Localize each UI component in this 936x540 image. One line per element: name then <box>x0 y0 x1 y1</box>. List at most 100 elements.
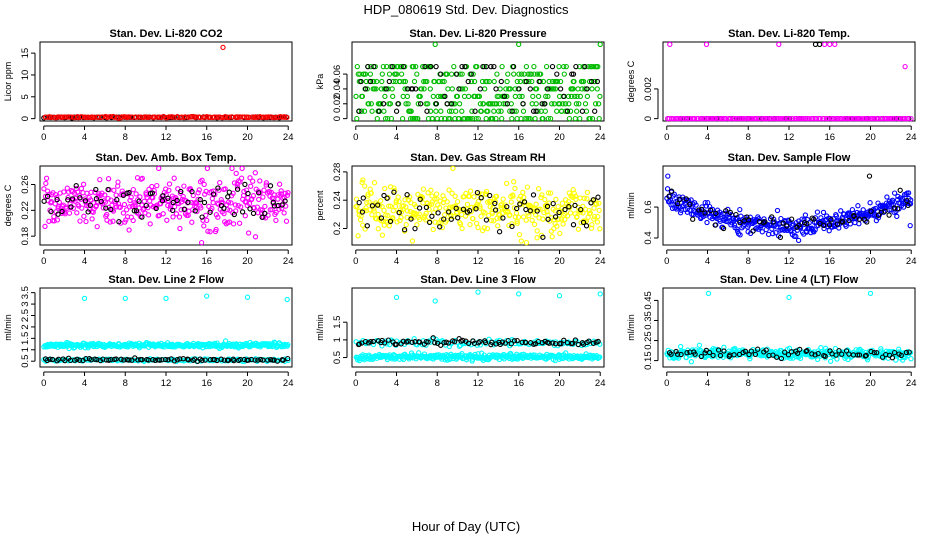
data-point <box>575 341 581 348</box>
data-point <box>510 63 517 70</box>
data-point <box>375 202 381 208</box>
data-point <box>773 230 779 236</box>
data-point <box>518 71 525 77</box>
data-point <box>467 221 473 228</box>
data-point <box>879 354 886 360</box>
data-point <box>526 212 532 219</box>
x-tick-label: 24 <box>283 132 294 143</box>
data-point <box>755 346 761 352</box>
data-point <box>358 108 365 114</box>
data-point <box>48 208 54 215</box>
data-point <box>569 340 576 346</box>
data-point <box>219 114 225 121</box>
data-point <box>565 213 571 219</box>
data-point <box>171 358 178 364</box>
x-axis: 0 4 8 12 16 20 24 <box>41 249 294 267</box>
data-point <box>545 93 551 100</box>
data-point <box>262 210 268 217</box>
x-tick-label: 24 <box>283 256 294 267</box>
data-point <box>734 226 740 232</box>
data-point <box>717 352 724 359</box>
data-point <box>179 114 185 120</box>
data-point <box>276 181 283 187</box>
data-point <box>459 63 465 70</box>
data-point <box>908 356 914 362</box>
data-point <box>62 357 68 364</box>
data-point <box>494 71 500 77</box>
data-point <box>244 294 251 300</box>
data-point <box>477 203 483 209</box>
data-point <box>408 216 414 222</box>
data-point <box>545 190 552 196</box>
data-point <box>413 63 419 70</box>
data-point <box>459 86 466 92</box>
data-point <box>389 63 395 70</box>
data-point <box>520 108 527 114</box>
data-point <box>175 186 181 192</box>
data-point <box>395 63 401 70</box>
data-point <box>482 210 488 216</box>
data-point <box>234 184 241 190</box>
data-point <box>354 115 360 122</box>
data-point <box>448 216 454 222</box>
data-point <box>475 289 481 295</box>
data-point <box>702 210 708 216</box>
data-point <box>396 209 402 216</box>
data-point <box>51 218 57 224</box>
data-point <box>770 219 776 225</box>
data-point <box>589 222 595 228</box>
data-point <box>159 198 166 204</box>
panel-title: Stan. Dev. Line 4 (LT) Flow <box>720 274 859 286</box>
data-point <box>248 183 254 189</box>
data-point <box>367 71 374 77</box>
data-point <box>713 210 719 217</box>
data-point <box>403 222 409 228</box>
data-point <box>409 86 416 92</box>
data-point <box>556 209 562 216</box>
x-tick-label: 16 <box>201 378 212 389</box>
data-point <box>666 193 672 199</box>
data-point <box>778 355 785 362</box>
data-point <box>557 101 563 107</box>
data-point <box>233 170 239 177</box>
data-point <box>457 221 464 227</box>
data-point <box>579 86 585 92</box>
data-point <box>165 195 171 201</box>
data-point <box>201 223 207 229</box>
data-point <box>577 93 584 100</box>
data-point <box>509 115 515 122</box>
data-point <box>165 357 171 363</box>
data-point <box>545 86 551 92</box>
data-point <box>90 209 96 215</box>
data-point <box>384 195 390 201</box>
series-2 <box>356 189 601 240</box>
data-point <box>534 235 540 241</box>
data-point <box>370 338 377 345</box>
data-point <box>826 228 832 234</box>
data-point <box>97 176 103 183</box>
data-point <box>556 293 563 299</box>
data-point <box>579 108 586 114</box>
data-point <box>274 358 281 364</box>
data-point <box>491 63 497 70</box>
data-point <box>532 115 538 122</box>
data-point <box>566 115 573 122</box>
data-point <box>481 225 488 231</box>
data-point <box>512 185 518 192</box>
data-point <box>391 189 397 195</box>
data-point <box>498 78 504 85</box>
data-point <box>371 78 377 85</box>
x-tick-label: 4 <box>394 132 399 143</box>
data-point <box>528 71 534 77</box>
data-point <box>540 115 546 122</box>
data-point <box>381 108 387 114</box>
data-point <box>582 86 588 92</box>
data-point <box>668 351 674 357</box>
x-tick-label: 16 <box>513 378 524 389</box>
data-point <box>364 223 370 229</box>
data-point <box>123 207 130 213</box>
data-point <box>474 189 481 196</box>
data-point <box>508 199 514 205</box>
data-point <box>71 190 78 196</box>
data-point <box>597 226 603 232</box>
